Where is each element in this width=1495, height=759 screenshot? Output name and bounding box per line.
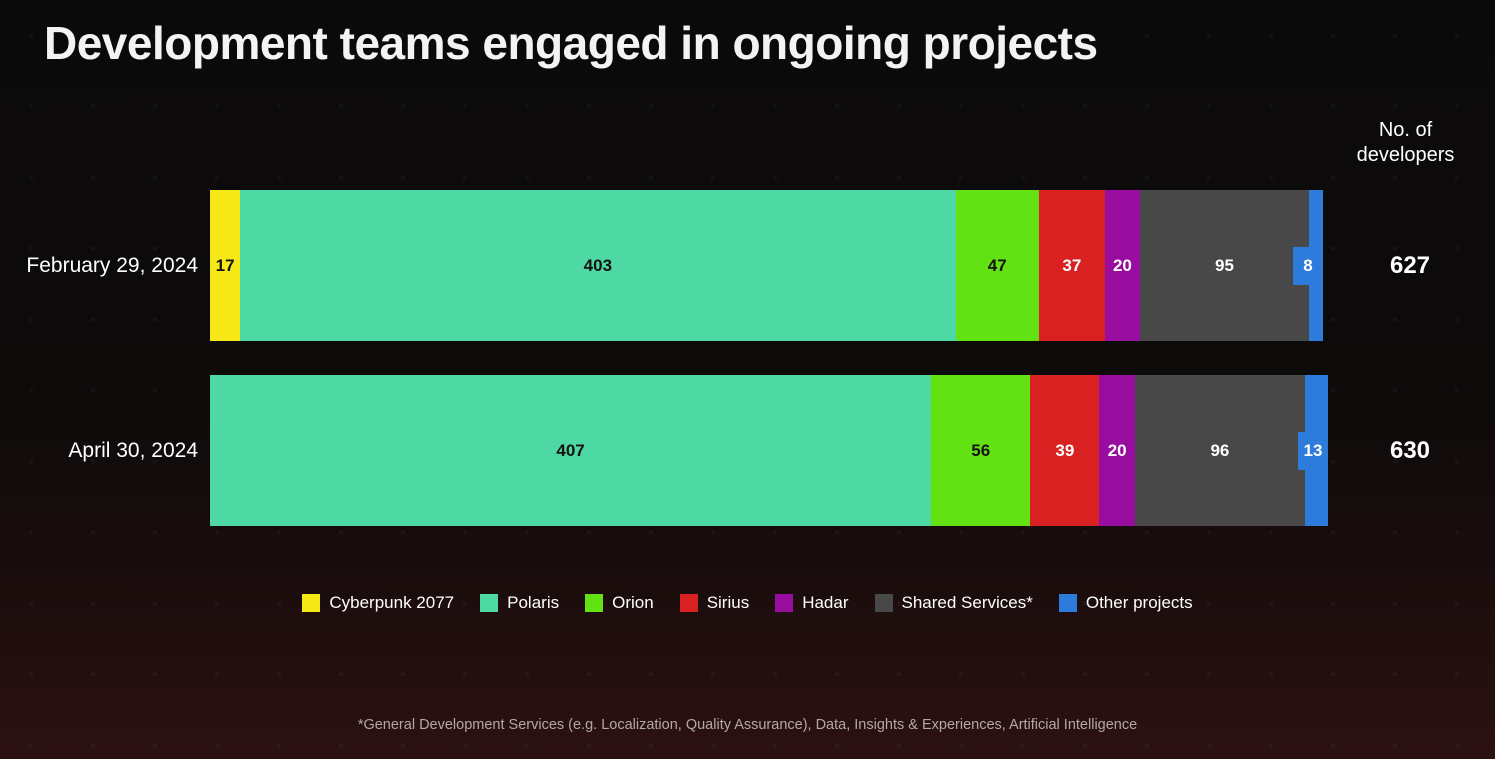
bar-segment-polaris: 407 bbox=[210, 375, 932, 526]
legend-label: Other projects bbox=[1085, 593, 1193, 612]
category-label: February 29, 2024 bbox=[26, 253, 198, 277]
bar-segment-orion: 56 bbox=[931, 375, 1031, 526]
segment-value-chip: 8 bbox=[1293, 246, 1323, 285]
bar-segment-other-projects: 8 bbox=[1293, 190, 1323, 341]
segment-value-label: 56 bbox=[971, 440, 991, 460]
legend-item-hadar: Hadar bbox=[775, 593, 849, 613]
legend-swatch-icon bbox=[302, 594, 321, 612]
segment-value-label: 39 bbox=[1055, 440, 1075, 460]
segment-value-label: 17 bbox=[215, 255, 235, 275]
segment-value-label: 37 bbox=[1062, 255, 1082, 275]
legend-label: Hadar bbox=[802, 593, 849, 612]
developers-column-header: No. of developers bbox=[1356, 119, 1455, 166]
segment-value-label: 95 bbox=[1215, 255, 1234, 275]
chart-row-april-30-2024: April 30, 2024 407 56 39 20 96 13 630 bbox=[0, 375, 1495, 526]
legend-item-sirius: Sirius bbox=[679, 593, 750, 613]
footnote: *General Development Services (e.g. Loca… bbox=[357, 717, 1138, 733]
bar-segment-other-projects: 13 bbox=[1298, 375, 1328, 526]
chart-legend: Cyberpunk 2077 Polaris Orion Sirius Hadar Sha… bbox=[0, 593, 1495, 613]
legend-swatch-icon bbox=[679, 594, 698, 612]
legend-swatch-icon bbox=[480, 594, 499, 612]
bar-track: 407 56 39 20 96 13 bbox=[210, 375, 1328, 526]
legend-item-shared-services: Shared Services* bbox=[874, 593, 1033, 613]
legend-label: Shared Services* bbox=[901, 593, 1033, 612]
legend-swatch-icon bbox=[775, 594, 794, 612]
legend-swatch-icon bbox=[1058, 594, 1077, 612]
row-total: 627 bbox=[1389, 251, 1431, 279]
segment-value-label: 47 bbox=[987, 255, 1007, 275]
bar-segment-sirius: 37 bbox=[1038, 190, 1105, 341]
legend-item-polaris: Polaris bbox=[480, 593, 559, 613]
legend-label: Polaris bbox=[507, 593, 560, 612]
legend-item-orion: Orion bbox=[585, 593, 654, 613]
bar-segment-hadar: 20 bbox=[1104, 190, 1141, 341]
bar-segment-shared-services: 95 bbox=[1140, 190, 1309, 341]
legend-swatch-icon bbox=[874, 594, 893, 612]
bar-segment-orion: 47 bbox=[955, 190, 1039, 341]
segment-value-chip: 13 bbox=[1298, 431, 1328, 470]
bar-segment-polaris: 403 bbox=[240, 190, 956, 341]
row-total: 630 bbox=[1389, 436, 1431, 464]
bar-segment-cyberpunk-2077: 17 bbox=[210, 190, 241, 341]
chart-row-february-29-2024: February 29, 2024 17 403 47 37 20 95 8 627 bbox=[0, 190, 1495, 341]
segment-value-label: 403 bbox=[583, 255, 613, 275]
bar-segment-hadar: 20 bbox=[1099, 375, 1135, 526]
legend-swatch-icon bbox=[585, 594, 604, 612]
page-title: Development teams engaged in ongoing pro… bbox=[44, 17, 1098, 69]
category-label: April 30, 2024 bbox=[68, 438, 198, 462]
segment-value-label: 20 bbox=[1107, 440, 1127, 460]
bar-segment-shared-services: 96 bbox=[1134, 375, 1305, 526]
bar-track: 17 403 47 37 20 95 8 bbox=[210, 190, 1323, 341]
legend-item-other-projects: Other projects bbox=[1058, 593, 1193, 613]
legend-label: Cyberpunk 2077 bbox=[329, 593, 455, 612]
segment-value-label: 20 bbox=[1112, 255, 1132, 275]
bar-segment-sirius: 39 bbox=[1030, 375, 1100, 526]
segment-value-label: 96 bbox=[1210, 440, 1230, 460]
legend-label: Sirius bbox=[706, 593, 750, 612]
legend-item-cyberpunk-2077: Cyberpunk 2077 bbox=[302, 593, 454, 613]
segment-value-label: 407 bbox=[556, 440, 585, 460]
legend-label: Orion bbox=[612, 593, 654, 612]
